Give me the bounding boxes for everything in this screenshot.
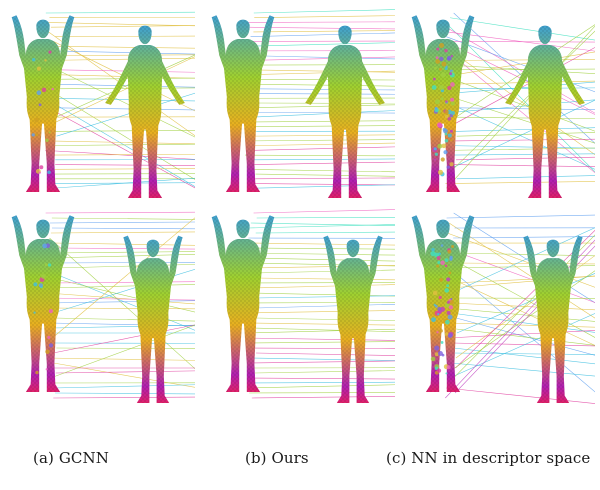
caption-b: (b) Ours [245,449,309,467]
panel-ours-bottom [205,205,395,415]
panel-gcnn-top-svg [11,11,195,199]
panel-gcnn-top [5,5,195,205]
panel-nn-top-svg [411,12,595,199]
panel-nn-bottom-svg [411,212,595,404]
panel-gcnn-bottom [5,205,195,415]
panel-nn-top [405,5,595,205]
panel-ours-top-svg [211,9,395,199]
panel-ours-bottom-svg [211,209,395,403]
caption-c: (c) NN in descriptor space [386,449,591,467]
panel-gcnn-bottom-svg [11,211,195,403]
caption-a: (a) GCNN [33,449,109,467]
panel-ours-top [205,5,395,205]
panel-nn-bottom [405,205,595,415]
